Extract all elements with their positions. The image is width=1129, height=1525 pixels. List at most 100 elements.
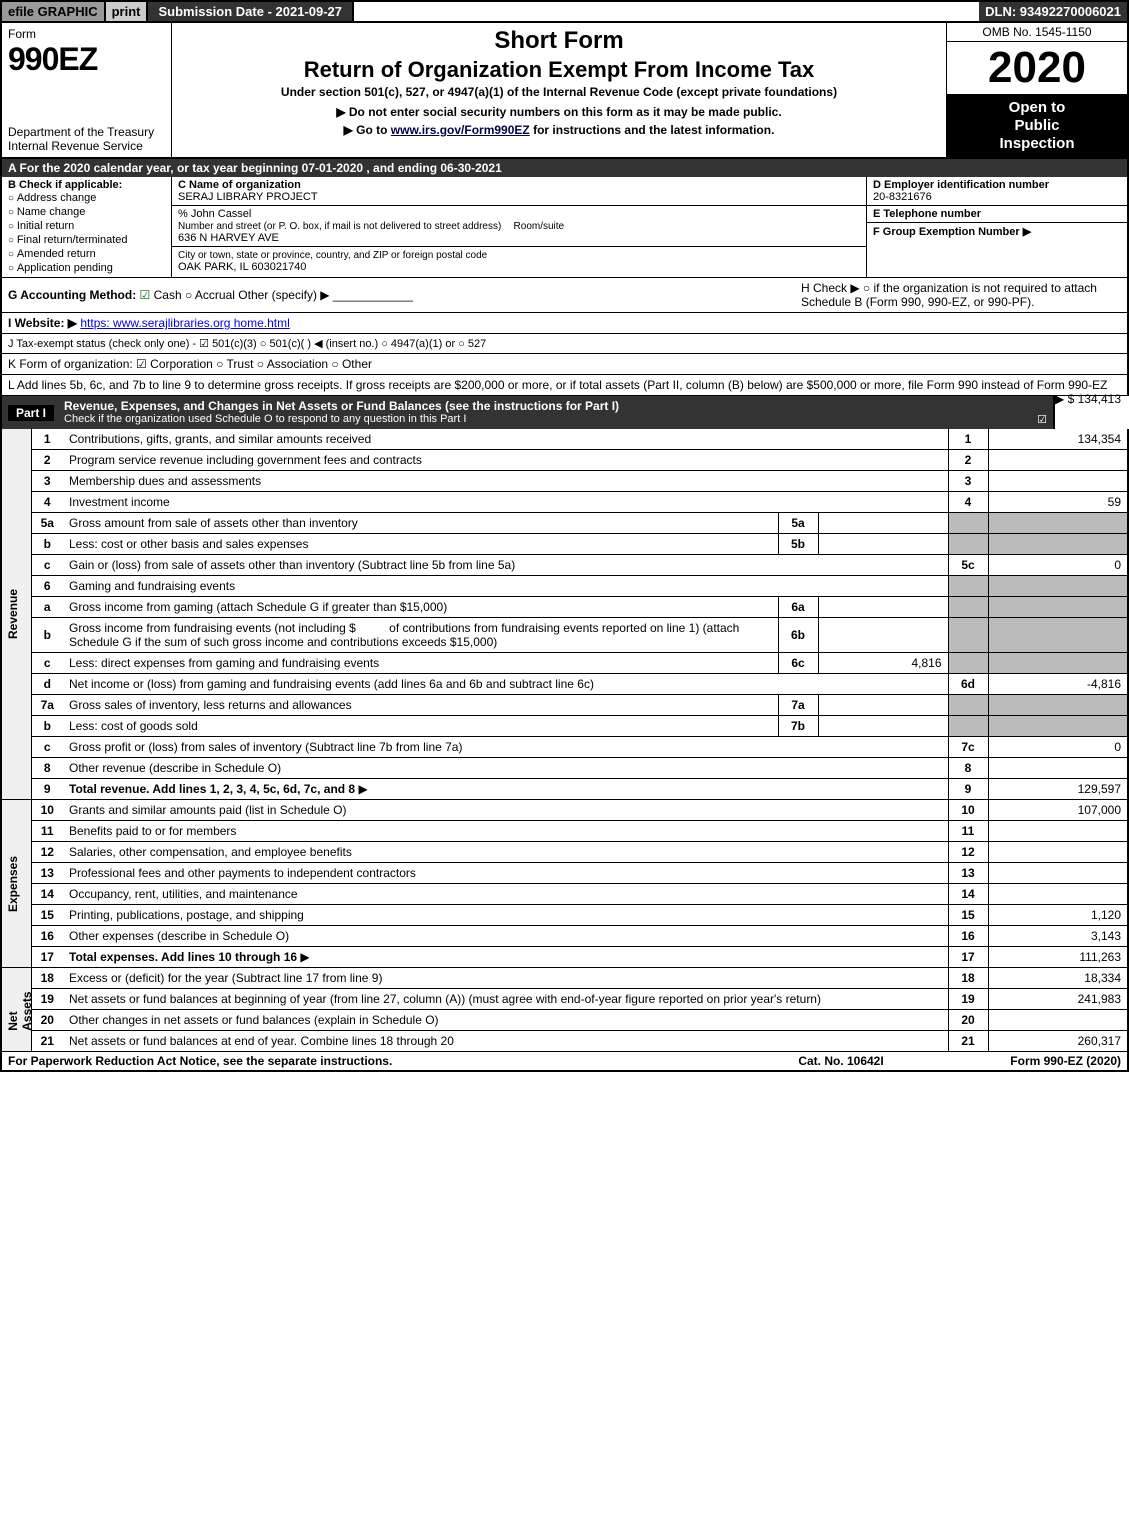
chk-cash[interactable]: Cash — [140, 288, 182, 302]
row-9-val: 129,597 — [988, 779, 1128, 800]
expenses-label-text: Expenses — [6, 855, 20, 911]
chk-final-return[interactable]: Final return/terminated — [8, 233, 165, 247]
short-form-title: Short Form — [180, 27, 938, 55]
omb-number: OMB No. 1545-1150 — [947, 23, 1127, 42]
inspection-label: Open to Public Inspection — [947, 95, 1127, 157]
row-21-num: 21 — [31, 1031, 63, 1052]
row-17-num: 17 — [31, 947, 63, 968]
chk-address-change[interactable]: Address change — [8, 191, 165, 205]
row-5b-num: b — [31, 534, 63, 555]
row-19-val: 241,983 — [988, 989, 1128, 1010]
row-9-linenum: 9 — [948, 779, 988, 800]
tax-exempt-status-row: J Tax-exempt status (check only one) - ☑… — [0, 334, 1129, 354]
c-label: C Name of organization — [178, 179, 301, 191]
street-value: 636 N HARVEY AVE — [178, 232, 279, 244]
note2-prefix: ▶ Go to — [344, 123, 391, 137]
row-7a-desc: Gross sales of inventory, less returns a… — [63, 695, 778, 716]
row-13-linenum: 13 — [948, 863, 988, 884]
row-11-desc: Benefits paid to or for members — [63, 821, 948, 842]
row-6b-subnum: 6b — [778, 618, 818, 653]
row-14-desc: Occupancy, rent, utilities, and maintena… — [63, 884, 948, 905]
row-13-desc: Professional fees and other payments to … — [63, 863, 948, 884]
website-row: I Website: ▶ https: www.serajlibraries.o… — [0, 313, 1129, 334]
e-label: E Telephone number — [873, 208, 981, 220]
main-title: Return of Organization Exempt From Incom… — [180, 57, 938, 83]
row-7a-grey — [948, 695, 988, 716]
revenue-label-text: Revenue — [6, 589, 20, 639]
row-19-desc: Net assets or fund balances at beginning… — [63, 989, 948, 1010]
row-3-linenum: 3 — [948, 471, 988, 492]
row-6c-num: c — [31, 653, 63, 674]
h-check: H Check ▶ ○ if the organization is not r… — [801, 281, 1121, 309]
chk-accrual[interactable]: Accrual — [185, 288, 235, 302]
row-13-val — [988, 863, 1128, 884]
form-of-organization-row: K Form of organization: ☑ Corporation ○ … — [0, 354, 1129, 375]
row-1-val: 134,354 — [988, 429, 1128, 450]
row-18-desc: Excess or (deficit) for the year (Subtra… — [63, 968, 948, 989]
financial-table: Revenue 1 Contributions, gifts, grants, … — [0, 429, 1129, 1052]
row-5c-desc: Gain or (loss) from sale of assets other… — [63, 555, 948, 576]
header-left: Form 990EZ Department of the Treasury In… — [2, 23, 172, 157]
footer-right: Form 990-EZ (2020) — [941, 1054, 1121, 1068]
row-5a-grey — [948, 513, 988, 534]
row-4-num: 4 — [31, 492, 63, 513]
row-7b-grey2 — [988, 716, 1128, 737]
net-assets-label-text: Net Assets — [6, 989, 34, 1031]
topbar-spacer — [354, 2, 979, 21]
row-7b-num: b — [31, 716, 63, 737]
row-6d-desc: Net income or (loss) from gaming and fun… — [63, 674, 948, 695]
tax-year: 2020 — [947, 42, 1127, 95]
efile-graphic-button[interactable]: efile GRAPHIC — [2, 2, 106, 21]
row-4-linenum: 4 — [948, 492, 988, 513]
note-ssn: ▶ Do not enter social security numbers o… — [180, 105, 938, 119]
row-11-linenum: 11 — [948, 821, 988, 842]
chk-other[interactable]: Other (specify) ▶ — [238, 288, 329, 302]
chk-initial-return[interactable]: Initial return — [8, 219, 165, 233]
row-17-desc-text: Total expenses. Add lines 10 through 16 — [69, 950, 297, 964]
row-6b-num: b — [31, 618, 63, 653]
row-6c-grey2 — [988, 653, 1128, 674]
inspection-line2: Public — [951, 117, 1123, 135]
header-right: OMB No. 1545-1150 2020 Open to Public In… — [947, 23, 1127, 157]
row-7a-subnum: 7a — [778, 695, 818, 716]
row-18-val: 18,334 — [988, 968, 1128, 989]
row-5b-subval — [818, 534, 948, 555]
line-l-text: L Add lines 5b, 6c, and 7b to line 9 to … — [8, 378, 1107, 392]
part-1-check-text: Check if the organization used Schedule … — [64, 413, 1047, 425]
row-6d-num: d — [31, 674, 63, 695]
row-12-desc: Salaries, other compensation, and employ… — [63, 842, 948, 863]
row-10-num: 10 — [31, 800, 63, 821]
row-18-linenum: 18 — [948, 968, 988, 989]
chk-name-change[interactable]: Name change — [8, 205, 165, 219]
form-label: Form — [8, 27, 165, 41]
chk-amended-return[interactable]: Amended return — [8, 247, 165, 261]
row-17-val: 111,263 — [988, 947, 1128, 968]
part-1-checkbox[interactable]: ☑ — [1037, 413, 1047, 426]
row-12-linenum: 12 — [948, 842, 988, 863]
row-6-grey2 — [988, 576, 1128, 597]
row-5a-desc: Gross amount from sale of assets other t… — [63, 513, 778, 534]
row-15-val: 1,120 — [988, 905, 1128, 926]
row-10-desc: Grants and similar amounts paid (list in… — [63, 800, 948, 821]
row-1-linenum: 1 — [948, 429, 988, 450]
form-number: 990EZ — [8, 41, 165, 78]
row-6a-desc: Gross income from gaming (attach Schedul… — [63, 597, 778, 618]
graphic-label: GRAPHIC — [38, 4, 98, 19]
row-16-linenum: 16 — [948, 926, 988, 947]
row-1-desc: Contributions, gifts, grants, and simila… — [63, 429, 948, 450]
irs-link[interactable]: www.irs.gov/Form990EZ — [391, 123, 530, 137]
print-button[interactable]: print — [106, 2, 149, 21]
dln-label: DLN: 93492270006021 — [979, 2, 1127, 21]
row-6c-grey — [948, 653, 988, 674]
chk-application-pending[interactable]: Application pending — [8, 261, 165, 275]
website-link[interactable]: https: www.serajlibraries.org home.html — [80, 316, 289, 330]
row-8-desc: Other revenue (describe in Schedule O) — [63, 758, 948, 779]
part-1-header: Part I Revenue, Expenses, and Changes in… — [0, 396, 1055, 429]
row-11-num: 11 — [31, 821, 63, 842]
gross-receipts-row: L Add lines 5b, 6c, and 7b to line 9 to … — [0, 375, 1129, 396]
row-6a-subnum: 6a — [778, 597, 818, 618]
city-row: City or town, state or province, country… — [172, 247, 866, 275]
row-8-num: 8 — [31, 758, 63, 779]
row-7c-linenum: 7c — [948, 737, 988, 758]
row-11-val — [988, 821, 1128, 842]
